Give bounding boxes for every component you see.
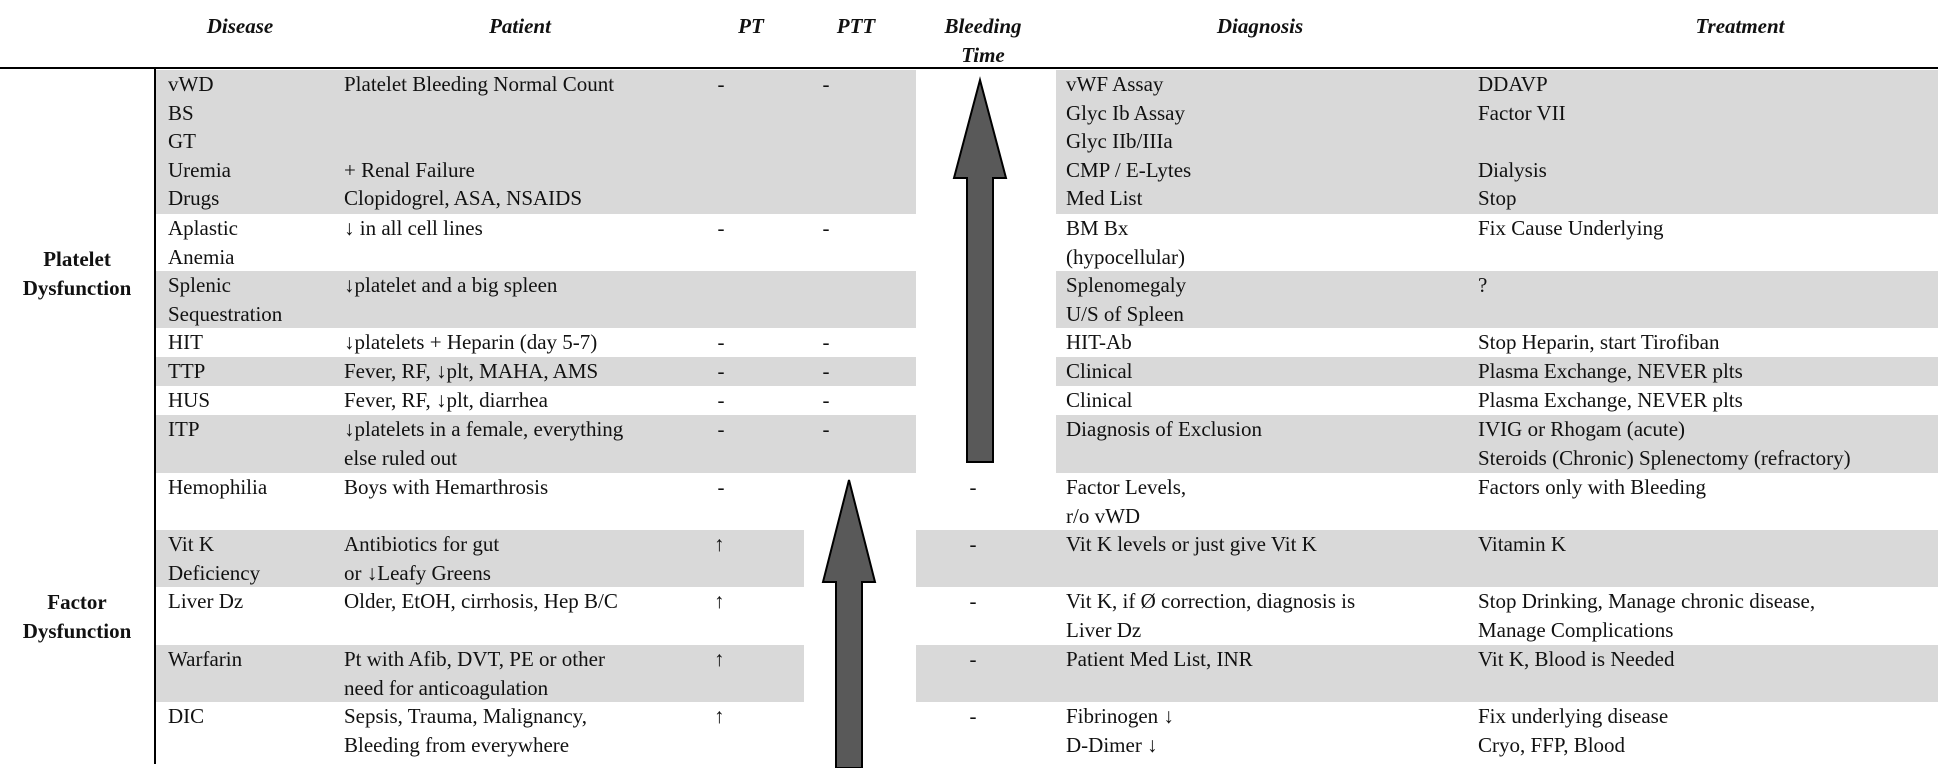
pt-cell: - (717, 388, 725, 412)
disease-cell: vWD BS GT Uremia Drugs (168, 72, 231, 210)
bleeding-time-cell: - (969, 647, 977, 671)
patient-cell: Sepsis, Trauma, Malignancy, Bleeding fro… (344, 704, 588, 757)
group-label-factor: Factor Dysfunction (22, 590, 132, 643)
patient-cell: Antibiotics for gut or ↓Leafy Greens (344, 532, 500, 585)
patient-cell: ↓platelets in a female, everything else … (344, 417, 624, 470)
header-pt: PT (738, 14, 764, 38)
table-row: ITP ↓platelets in a female, everything e… (156, 415, 1938, 473)
disease-cell: ITP (168, 417, 200, 441)
bleeding-time-cell: - (969, 704, 977, 728)
ptt-cell: - (822, 388, 830, 412)
diagnosis-cell: BM Bx (hypocellular) (1066, 216, 1185, 269)
patient-cell: Boys with Hemarthrosis (344, 475, 549, 499)
disease-cell: Hemophilia (168, 475, 268, 499)
header-treatment: Treatment (1695, 14, 1785, 38)
disease-cell: HUS (168, 388, 211, 412)
bleeding-time-cell: - (969, 532, 977, 556)
treatment-cell: DDAVP Factor VII Dialysis Stop (1478, 72, 1566, 210)
pt-cell: - (717, 359, 725, 383)
patient-cell: Fever, RF, ↓plt, diarrhea (344, 388, 548, 412)
diagnosis-cell: Factor Levels, r/o vWD (1066, 475, 1187, 528)
table-row: DIC Sepsis, Trauma, Malignancy, Bleeding… (156, 702, 1938, 764)
treatment-cell: Stop Heparin, start Tirofiban (1478, 330, 1720, 354)
table-row: HUS Fever, RF, ↓plt, diarrhea - - Clinic… (156, 386, 1938, 415)
diagnosis-cell: HIT-Ab (1066, 330, 1132, 354)
patient-cell: Fever, RF, ↓plt, MAHA, AMS (344, 359, 599, 383)
diagnosis-cell: vWF Assay Glyc Ib Assay Glyc IIb/IIIa CM… (1066, 72, 1192, 210)
ptt-increase-arrow-icon (821, 479, 877, 768)
diagnosis-cell: Patient Med List, INR (1066, 647, 1253, 671)
table-row: vWD BS GT Uremia Drugs Platelet Bleeding… (156, 70, 1938, 214)
treatment-cell: ? (1478, 273, 1488, 297)
disease-cell: Liver Dz (168, 589, 244, 613)
patient-cell: ↓platelets + Heparin (day 5-7) (344, 330, 598, 354)
disease-cell: Splenic Sequestration (168, 273, 283, 326)
header-patient: Patient (489, 14, 551, 38)
patient-cell: ↓ in all cell lines (344, 216, 483, 240)
diagnosis-cell: Splenomegaly U/S of Spleen (1066, 273, 1187, 326)
ptt-cell: - (822, 417, 830, 441)
table-row: Warfarin Pt with Afib, DVT, PE or other … (156, 645, 1938, 702)
pt-cell: ↑ (714, 532, 725, 556)
header-disease: Disease (206, 14, 274, 38)
diagnosis-cell: Clinical (1066, 388, 1133, 412)
bleeding-time-cell: - (969, 589, 977, 613)
ptt-cell: - (822, 330, 830, 354)
patient-cell: Older, EtOH, cirrhosis, Hep B/C (344, 589, 618, 613)
pt-cell: - (717, 72, 725, 96)
diagnosis-cell: Fibrinogen ↓ D-Dimer ↓ (1066, 704, 1174, 757)
treatment-cell: Plasma Exchange, NEVER plts (1478, 359, 1743, 383)
treatment-cell: Fix underlying disease Cryo, FFP, Blood (1478, 704, 1669, 757)
patient-cell: Platelet Bleeding Normal Count + Renal F… (344, 72, 615, 210)
patient-cell: Pt with Afib, DVT, PE or other need for … (344, 647, 605, 700)
pt-cell: - (717, 417, 725, 441)
header-ptt: PTT (836, 14, 876, 38)
pt-cell: - (717, 475, 725, 499)
pt-cell: ↑ (714, 704, 725, 728)
table-row: Liver Dz Older, EtOH, cirrhosis, Hep B/C… (156, 587, 1938, 645)
pt-cell: - (717, 216, 725, 240)
disease-cell: Warfarin (168, 647, 243, 671)
header-diagnosis: Diagnosis (1216, 14, 1304, 38)
disease-cell: HIT (168, 330, 203, 354)
diagnosis-cell: Clinical (1066, 359, 1133, 383)
disease-cell: Vit K Deficiency (168, 532, 261, 585)
treatment-cell: Plasma Exchange, NEVER plts (1478, 388, 1743, 412)
bleeding-time-cell: - (969, 475, 977, 499)
diagnosis-cell: Diagnosis of Exclusion (1066, 417, 1262, 441)
treatment-cell: Factors only with Bleeding (1478, 475, 1707, 499)
pt-cell: ↑ (714, 589, 725, 613)
diagnosis-cell: Vit K levels or just give Vit K (1066, 532, 1317, 556)
patient-cell: ↓platelet and a big spleen (344, 273, 558, 297)
disease-cell: TTP (168, 359, 206, 383)
table-row: Aplastic Anemia ↓ in all cell lines - - … (156, 214, 1938, 271)
treatment-cell: Vit K, Blood is Needed (1478, 647, 1675, 671)
disease-cell: DIC (168, 704, 205, 728)
table-row: HIT ↓platelets + Heparin (day 5-7) - - H… (156, 328, 1938, 357)
group-divider (154, 69, 156, 764)
bleeding-time-increase-arrow-icon (952, 76, 1008, 463)
ptt-cell: - (822, 216, 830, 240)
ptt-cell: - (822, 359, 830, 383)
treatment-cell: IVIG or Rhogam (acute) Steroids (Chronic… (1478, 417, 1851, 470)
pt-cell: ↑ (714, 647, 725, 671)
table-row: Hemophilia Boys with Hemarthrosis - - Fa… (156, 473, 1938, 530)
header-bleeding-time: Bleeding Time (944, 14, 1022, 67)
table-row: Splenic Sequestration ↓platelet and a bi… (156, 271, 1938, 328)
table-row: TTP Fever, RF, ↓plt, MAHA, AMS - - Clini… (156, 357, 1938, 386)
diagnosis-cell: Vit K, if Ø correction, diagnosis is Liv… (1066, 589, 1356, 642)
treatment-cell: Vitamin K (1478, 532, 1566, 556)
table-row: Vit K Deficiency Antibiotics for gut or … (156, 530, 1938, 587)
group-label-platelet: Platelet Dysfunction (22, 247, 132, 300)
treatment-cell: Fix Cause Underlying (1478, 216, 1664, 240)
header-divider (0, 67, 1938, 69)
disease-cell: Aplastic Anemia (168, 216, 238, 269)
treatment-cell: Stop Drinking, Manage chronic disease, M… (1478, 589, 1816, 642)
ptt-cell: - (822, 72, 830, 96)
pt-cell: - (717, 330, 725, 354)
